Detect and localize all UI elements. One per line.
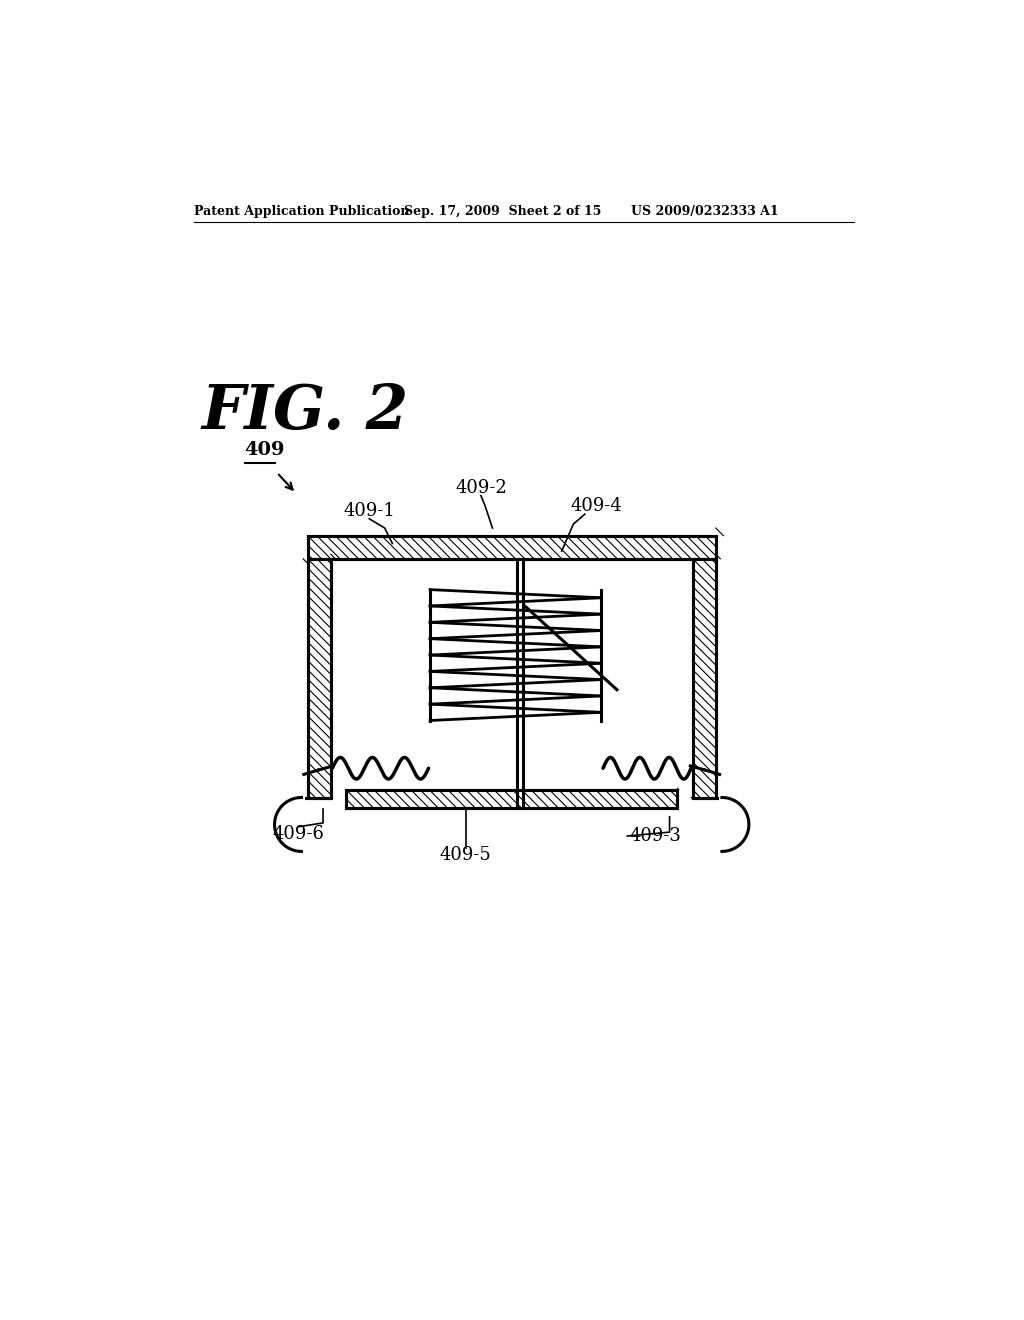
Bar — [692, 558, 716, 797]
Bar — [307, 558, 331, 797]
Text: 409-3: 409-3 — [630, 828, 681, 845]
Text: 409-2: 409-2 — [455, 479, 507, 496]
Bar — [692, 558, 716, 797]
Bar — [307, 536, 716, 558]
Text: 409-5: 409-5 — [439, 846, 492, 865]
Text: 409-1: 409-1 — [343, 502, 395, 520]
Text: 409-6: 409-6 — [272, 825, 325, 843]
Bar — [346, 789, 677, 808]
Bar — [307, 536, 716, 558]
Text: Sep. 17, 2009  Sheet 2 of 15: Sep. 17, 2009 Sheet 2 of 15 — [403, 205, 601, 218]
Bar — [346, 789, 677, 808]
Text: FIG. 2: FIG. 2 — [202, 381, 409, 442]
Text: US 2009/0232333 A1: US 2009/0232333 A1 — [631, 205, 778, 218]
Text: 409-4: 409-4 — [570, 498, 623, 515]
Text: 409: 409 — [245, 441, 285, 459]
Text: Patent Application Publication: Patent Application Publication — [194, 205, 410, 218]
Bar — [307, 558, 331, 797]
